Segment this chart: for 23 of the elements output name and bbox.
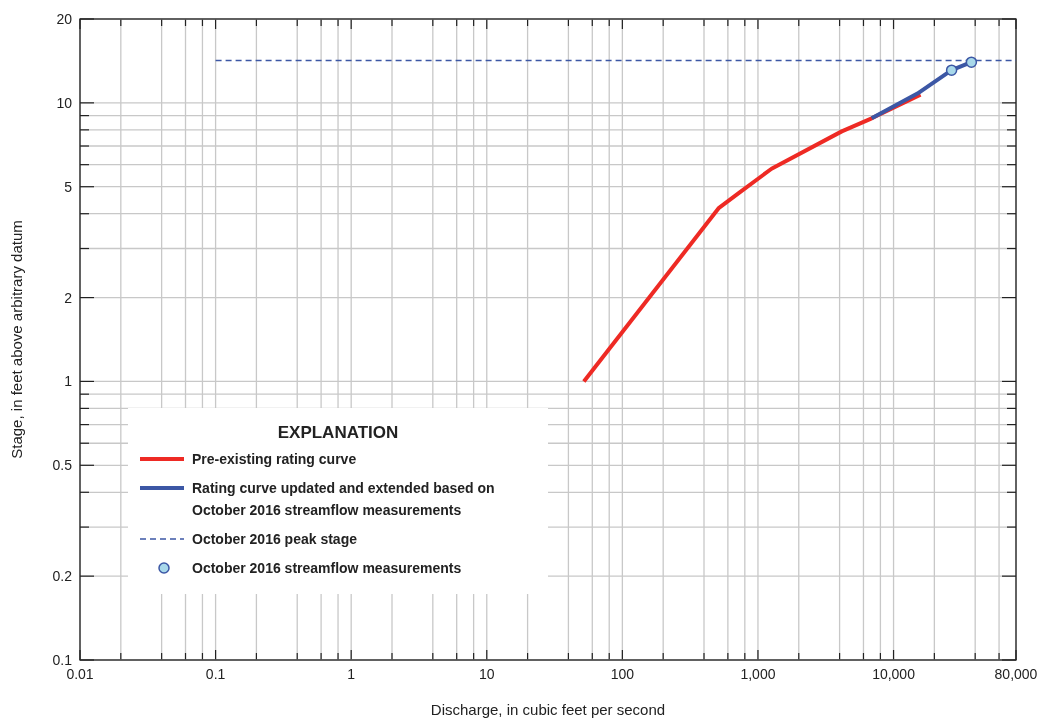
- x-axis-title: Discharge, in cubic feet per second: [430, 701, 666, 718]
- x-tick-label: 0.01: [66, 666, 94, 682]
- x-tick-label: 0.1: [205, 666, 226, 682]
- y-tick-label: 0.5: [52, 457, 73, 474]
- y-tick-label: 2: [64, 289, 73, 306]
- legend-label: October 2016 peak stage: [192, 531, 358, 547]
- legend-label: Rating curve updated and extended based on October 2016 streamflow measurements: [192, 480, 495, 518]
- y-tick-label: 20: [56, 11, 73, 27]
- x-tick-label: 10,000: [872, 666, 916, 682]
- y-axis-title: Stage, in feet above arbitrary datum: [8, 220, 25, 459]
- x-tick-label: 1,000: [740, 666, 776, 682]
- y-tick-label: 1: [64, 373, 73, 390]
- x-tick-label: 80,000: [994, 666, 1038, 682]
- legend-label: October 2016 streamflow measurements: [192, 560, 462, 576]
- y-tick-label: 0.2: [52, 568, 73, 585]
- x-tick-label: 1: [347, 666, 356, 682]
- legend-label: Pre-existing rating curve: [192, 451, 357, 467]
- y-tick-label: 10: [56, 94, 73, 111]
- x-tick-label: 10: [478, 666, 495, 682]
- x-tick-label: 100: [610, 666, 635, 682]
- legend-title: EXPLANATION: [277, 423, 399, 442]
- y-tick-label: 0.1: [52, 652, 73, 668]
- y-tick-label: 5: [64, 178, 73, 195]
